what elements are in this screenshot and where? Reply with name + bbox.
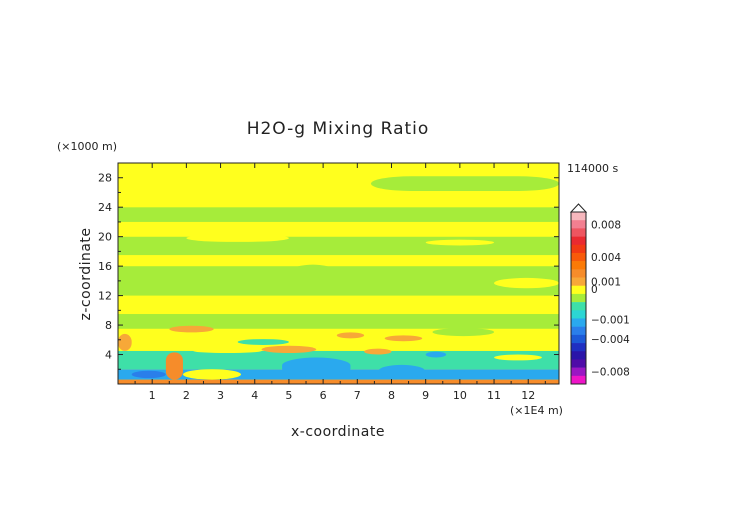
- contour-patch-18: [377, 364, 426, 379]
- colorbar-swatch: [571, 285, 586, 295]
- contour-patch-17: [282, 357, 351, 377]
- colorbar-label: −0.008: [591, 367, 630, 379]
- x-axis-ticks: 1 2 3 4 5 6 7 8 9 10 11 12: [134, 163, 546, 402]
- colorbar-swatch: [571, 244, 586, 254]
- x-tick-label: 12: [521, 389, 535, 402]
- contour-band-9: [118, 221, 559, 237]
- contour-patch-12: [261, 345, 317, 354]
- contour-band-0: [118, 379, 559, 384]
- colorbar-swatch: [571, 351, 586, 360]
- contour-patch-15: [425, 351, 447, 358]
- colorbar-swatch: [571, 293, 586, 303]
- contour-patch-8: [336, 332, 365, 339]
- y-tick-label: 28: [98, 172, 112, 185]
- y-axis-label: z-coordinate: [78, 227, 94, 320]
- contour-patch-16: [494, 354, 542, 361]
- plot-frame: [117, 162, 560, 385]
- contour-patch-6: [494, 277, 559, 289]
- contour-band-5: [118, 295, 559, 315]
- colorbar-swatch: [571, 252, 586, 262]
- colorbar-swatch: [571, 318, 586, 327]
- colorbar-swatch: [571, 220, 586, 229]
- contour-patch-19: [131, 370, 166, 379]
- contour-patch-9: [384, 335, 423, 342]
- contour-band-4: [118, 314, 559, 329]
- y-tick-label: 24: [98, 201, 112, 214]
- contour-patch-5: [295, 264, 330, 273]
- x-tick-label: 10: [453, 389, 467, 402]
- contour-patch-13: [193, 348, 262, 354]
- x-tick-label: 4: [251, 389, 258, 402]
- y-tick-label: 16: [98, 260, 112, 273]
- y-unit-label: (×1000 m): [57, 140, 117, 153]
- x-axis-label: x-coordinate: [291, 424, 385, 440]
- x-tick-label: 11: [487, 389, 501, 402]
- colorbar-swatch: [571, 236, 586, 246]
- colorbar-label: −0.001: [591, 314, 630, 326]
- colorbar-swatch: [571, 228, 586, 237]
- plot-area: [118, 163, 559, 384]
- y-axis-ticks: 4 8 12 16 20 24 28: [98, 172, 559, 370]
- contour-patch-1: [370, 176, 559, 191]
- x-tick-label: 2: [183, 389, 190, 402]
- colorbar-swatch: [571, 212, 586, 221]
- colorbar-swatch: [571, 310, 586, 319]
- colorbar-swatch: [571, 375, 586, 385]
- x-tick-label: 3: [217, 389, 224, 402]
- contour-band-6: [118, 266, 559, 296]
- colorbar-label: −0.004: [591, 334, 630, 346]
- contour-patch-2: [476, 177, 501, 187]
- y-tick-label: 8: [105, 319, 112, 332]
- y-tick-label: 20: [98, 231, 112, 244]
- x-tick-label: 8: [388, 389, 395, 402]
- contour-patch-11: [237, 339, 289, 345]
- contour-patch-20: [165, 352, 183, 380]
- x-unit-label: (×1E4 m): [510, 404, 563, 417]
- x-tick-label: 1: [149, 389, 156, 402]
- colorbar-overflow-arrow: [569, 203, 588, 213]
- chart-title: H2O-g Mixing Ratio: [247, 119, 430, 139]
- contour-band-8: [118, 236, 559, 256]
- colorbar-label: 0.008: [591, 219, 621, 231]
- x-tick-label: 5: [285, 389, 292, 402]
- colorbar-swatch: [571, 367, 586, 377]
- contour-patch-21: [182, 369, 242, 380]
- contour-patch-7: [169, 325, 214, 333]
- colorbar-label: 0.004: [591, 252, 621, 264]
- colorbar-label: 0.001: [591, 277, 621, 289]
- contour-band-7: [118, 255, 559, 267]
- x-tick-label: 7: [354, 389, 361, 402]
- colorbar-frame: [570, 211, 587, 385]
- contour-patch-3: [186, 234, 289, 242]
- contour-patch-10: [432, 328, 495, 337]
- y-tick-label: 4: [105, 349, 112, 362]
- contour-patch-4: [425, 239, 495, 246]
- time-label: 114000 s: [567, 162, 618, 175]
- x-tick-label: 6: [320, 389, 327, 402]
- colorbar-swatch: [571, 343, 586, 352]
- colorbar-swatch: [571, 359, 586, 368]
- colorbar-swatch: [571, 261, 586, 270]
- colorbar-swatch: [571, 269, 586, 278]
- colorbar-swatch: [571, 334, 586, 344]
- contour-patch-14: [364, 348, 392, 355]
- y-tick-label: 12: [98, 290, 112, 303]
- colorbar-label: 0: [591, 284, 598, 296]
- colorbar-swatch: [571, 326, 586, 336]
- contour-patch-0: [118, 163, 559, 177]
- contour-patch-23: [118, 333, 132, 351]
- contour-patch-22: [459, 370, 508, 378]
- x-tick-label: 9: [422, 389, 429, 402]
- contour-band-10: [118, 207, 559, 222]
- colorbar-swatch: [571, 302, 586, 311]
- colorbar-swatch: [571, 277, 586, 287]
